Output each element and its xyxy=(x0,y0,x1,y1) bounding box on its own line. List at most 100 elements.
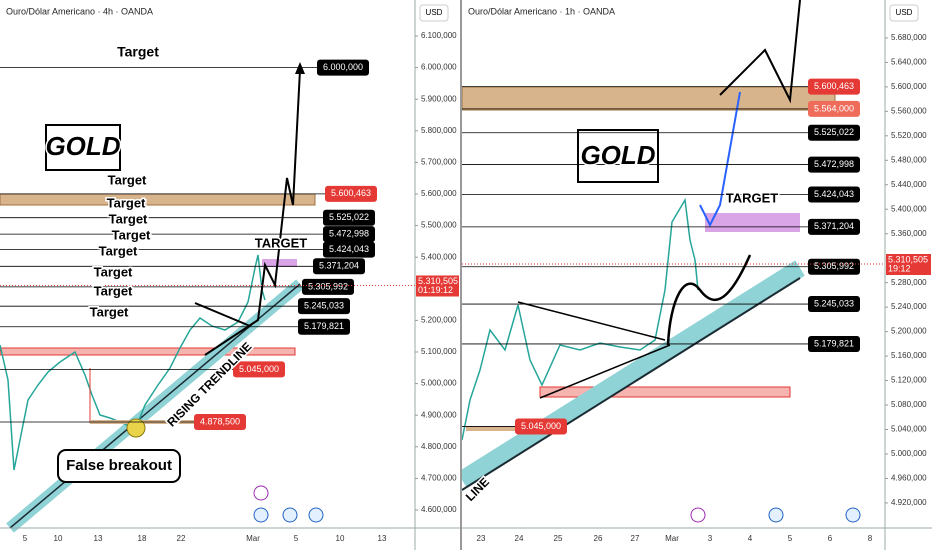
level-tag xyxy=(808,296,860,313)
x-tick-label: 5 xyxy=(294,534,299,543)
y-tick-label: 4.900,000 xyxy=(421,410,457,419)
level-tag xyxy=(808,100,860,117)
last-price-timer: 19:12 xyxy=(888,263,911,273)
false-breakout-box xyxy=(57,449,181,483)
last-price-tag xyxy=(416,275,459,297)
target-box xyxy=(262,259,297,267)
x-tick-label: 4 xyxy=(748,534,753,543)
annotation: TARGET xyxy=(255,235,308,250)
level-tag-label: 5.305,992 xyxy=(814,261,854,271)
annotation: GOLD xyxy=(580,140,655,170)
y-tick-label: 5.040,000 xyxy=(891,425,927,434)
y-tick-label: 5.640,000 xyxy=(891,58,927,67)
level-tag-label: 5.045,000 xyxy=(239,364,279,374)
gold-box xyxy=(577,129,659,183)
left-drawings xyxy=(0,62,324,533)
y-tick-label: 5.560,000 xyxy=(891,106,927,115)
y-tick-label: 5.000,000 xyxy=(891,449,927,458)
right-drawings xyxy=(457,0,861,523)
y-tick-label: 5.000,000 xyxy=(421,379,457,388)
price-path xyxy=(461,197,699,441)
level-tag xyxy=(302,278,354,295)
level-tag xyxy=(298,318,350,335)
y-tick-label: 5.160,000 xyxy=(891,351,927,360)
y-tick-label: 5.400,000 xyxy=(891,204,927,213)
annotation: False breakout xyxy=(66,457,172,474)
level-tag-label: 5.045,000 xyxy=(521,421,561,431)
x-tick-label: 18 xyxy=(138,534,147,543)
event-icon xyxy=(308,507,324,523)
annotation: Target xyxy=(94,283,133,298)
y-tick-label: 5.080,000 xyxy=(891,400,927,409)
y-tick-label: 5.360,000 xyxy=(891,229,927,238)
level-tag-label: 5.371,204 xyxy=(814,221,854,231)
y-tick-label: 5.600,000 xyxy=(891,82,927,91)
panel-title: Ouro/Dólar Americano · 4h · OANDA xyxy=(6,6,153,16)
x-tick-label: Mar xyxy=(665,534,679,543)
y-tick-label: 5.240,000 xyxy=(891,302,927,311)
level-tag-label: 5.600,463 xyxy=(814,81,854,91)
level-tag xyxy=(194,413,246,430)
y-tick-label: 5.200,000 xyxy=(421,316,457,325)
x-tick-label: 5 xyxy=(23,534,28,543)
last-price-label: 5.310,505 xyxy=(418,276,458,286)
event-icon xyxy=(253,507,269,523)
demand-zone xyxy=(539,386,791,398)
last-price-timer: 01:19:12 xyxy=(418,285,453,295)
level-tag xyxy=(325,185,377,202)
annotation: Target xyxy=(94,264,133,279)
annotation: TARGET xyxy=(726,190,779,205)
level-tag-label: 5.600,463 xyxy=(331,188,371,198)
level-tag-label: 5.424,043 xyxy=(814,189,854,199)
level-tag-label: 5.472,998 xyxy=(814,159,854,169)
x-tick-label: 25 xyxy=(554,534,563,543)
demand-zone xyxy=(0,347,296,356)
level-tag xyxy=(233,361,285,378)
level-tag-label: 5.245,033 xyxy=(304,301,344,311)
x-tick-label: 5 xyxy=(788,534,793,543)
annotation: Target xyxy=(99,243,138,258)
y-tick-label: 5.400,000 xyxy=(421,252,457,261)
annotation: Target xyxy=(107,195,146,210)
y-tick-label: 5.440,000 xyxy=(891,180,927,189)
currency-label: USD xyxy=(896,8,913,17)
y-tick-label: 5.200,000 xyxy=(891,327,927,336)
y-tick-label: 5.680,000 xyxy=(891,33,927,42)
level-tag-label: 5.245,033 xyxy=(814,298,854,308)
level-tag-label: 5.525,022 xyxy=(814,127,854,137)
level-tag xyxy=(808,186,860,203)
currency-label: USD xyxy=(426,8,443,17)
gold-box xyxy=(45,124,121,171)
event-icon xyxy=(690,507,706,523)
y-tick-label: 5.800,000 xyxy=(421,126,457,135)
annotation: GOLD xyxy=(45,131,120,161)
y-tick-label: 4.920,000 xyxy=(891,498,927,507)
x-tick-label: 8 xyxy=(868,534,873,543)
y-tick-label: 6.000,000 xyxy=(421,63,457,72)
supply-zone xyxy=(461,86,836,111)
level-tag-label: 6.000,000 xyxy=(323,62,363,72)
supply-zone xyxy=(0,193,316,206)
level-tag xyxy=(808,124,860,141)
level-tag xyxy=(808,258,860,275)
x-tick-label: 24 xyxy=(515,534,524,543)
last-price-label: 5.310,505 xyxy=(888,254,928,264)
level-tag xyxy=(808,156,860,173)
level-tag-label: 5.472,998 xyxy=(329,229,369,239)
x-tick-label: Mar xyxy=(246,534,260,543)
breakout-marker xyxy=(126,418,146,438)
annotation: Target xyxy=(112,227,151,242)
level-tag-label: 5.424,043 xyxy=(329,244,369,254)
annotation: Target xyxy=(90,304,129,319)
projection-blue xyxy=(699,91,741,228)
projection-curve xyxy=(666,254,752,346)
event-icon xyxy=(282,507,298,523)
x-tick-label: 23 xyxy=(477,534,486,543)
y-tick-label: 6.100,000 xyxy=(421,31,457,40)
y-tick-label: 5.500,000 xyxy=(421,221,457,230)
price-axis xyxy=(415,0,460,550)
level-tag xyxy=(808,78,860,95)
level-tag-label: 5.525,022 xyxy=(329,212,369,222)
level-tag-label: 5.564,000 xyxy=(814,103,854,113)
